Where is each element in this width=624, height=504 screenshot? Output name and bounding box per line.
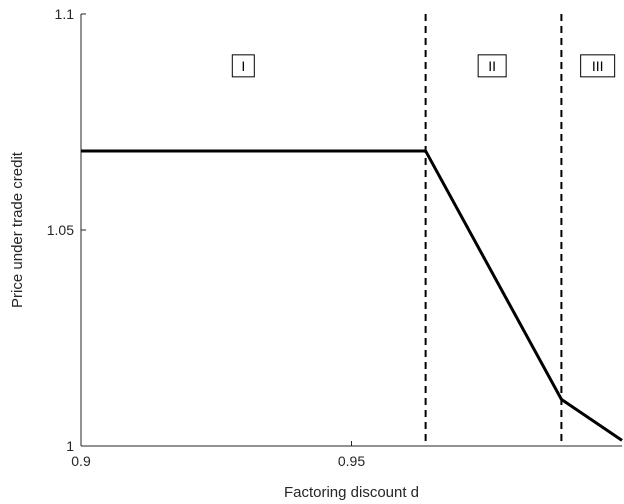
axes: 0.9 0.95 1 1.05 1.1 (47, 6, 622, 469)
region-dividers (424, 14, 563, 446)
region-label-text: II (488, 58, 496, 74)
region-label-text: I (241, 58, 245, 74)
x-tick-label: 0.9 (71, 453, 91, 469)
region-label-2: II (477, 54, 507, 78)
region-label-3: III (580, 54, 616, 78)
region-label-box (580, 54, 616, 78)
y-tick-label: 1.1 (55, 6, 75, 22)
y-axis-title: Price under trade credit (9, 151, 26, 308)
x-axis-title: Factoring discount d (284, 484, 419, 501)
x-tick-label: 0.95 (338, 453, 365, 469)
region-label-box (231, 54, 255, 78)
y-tick-label: 1 (66, 438, 74, 454)
y-tick-label: 1.05 (47, 222, 74, 238)
series-layer (81, 149, 623, 442)
region-label-1: I (231, 54, 255, 78)
region-label-text: III (592, 58, 604, 74)
price-line (81, 149, 623, 442)
region-label-box (477, 54, 507, 78)
region-labels: I II III (231, 54, 616, 78)
